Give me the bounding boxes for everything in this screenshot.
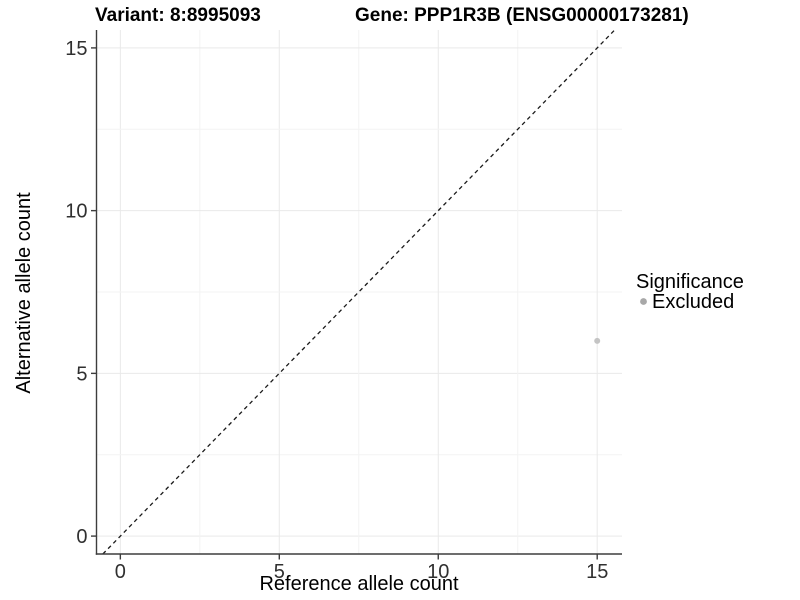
y-tick-label: 15 bbox=[65, 38, 87, 60]
y-tick-label: 5 bbox=[76, 363, 87, 385]
x-axis-ticks: 0 5 10 15 bbox=[115, 554, 608, 583]
x-tick-label: 5 bbox=[274, 561, 285, 583]
identity-line bbox=[102, 29, 616, 555]
y-tick-label: 10 bbox=[65, 201, 87, 223]
x-tick-label: 15 bbox=[586, 561, 608, 583]
x-tick-label: 0 bbox=[115, 561, 126, 583]
plot-title-variant: Variant: 8:8995093 bbox=[95, 5, 261, 26]
data-points bbox=[594, 337, 601, 344]
y-axis-ticks: 0 5 10 15 bbox=[65, 38, 97, 548]
x-axis-label: Reference allele count bbox=[259, 573, 458, 595]
identity-dashed-line bbox=[102, 29, 616, 555]
plot-title-gene: Gene: PPP1R3B (ENSG00000173281) bbox=[355, 5, 689, 26]
legend-item-label: Excluded bbox=[652, 291, 734, 313]
legend-key-dot bbox=[640, 298, 647, 305]
data-point bbox=[594, 337, 601, 344]
y-tick-label: 0 bbox=[76, 526, 87, 548]
legend: Significance Excluded bbox=[636, 271, 744, 313]
y-axis-label: Alternative allele count bbox=[13, 192, 35, 394]
legend-title: Significance bbox=[636, 271, 744, 293]
x-tick-label: 10 bbox=[427, 561, 449, 583]
gridlines bbox=[96, 30, 622, 554]
